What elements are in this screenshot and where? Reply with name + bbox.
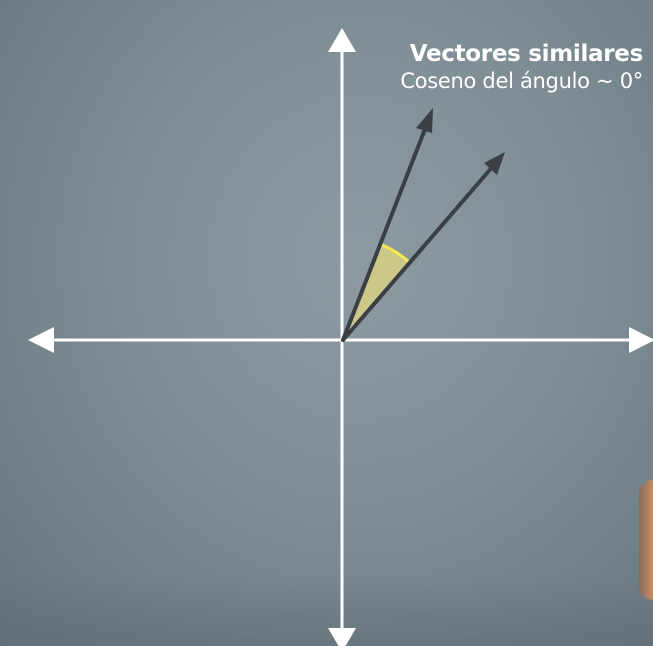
diagram-subtitle: Coseno del ángulo ~ 0° bbox=[400, 69, 643, 93]
caption: Vectores similares Coseno del ángulo ~ 0… bbox=[400, 40, 643, 94]
diagram-title: Vectores similares bbox=[409, 41, 644, 67]
x-axis-right-arrow bbox=[629, 327, 653, 353]
angle-wedge bbox=[343, 244, 409, 340]
floor-shadow bbox=[0, 576, 653, 646]
y-axis-top-arrow bbox=[328, 28, 356, 52]
y-axis-bottom-arrow bbox=[328, 628, 356, 646]
x-axis-left-arrow bbox=[28, 327, 54, 353]
vector-a bbox=[341, 122, 429, 342]
vector-b-arrowhead bbox=[484, 152, 505, 175]
vector-b bbox=[341, 163, 496, 342]
presenter-hand bbox=[639, 480, 653, 600]
vector-a-arrowhead bbox=[416, 108, 433, 133]
